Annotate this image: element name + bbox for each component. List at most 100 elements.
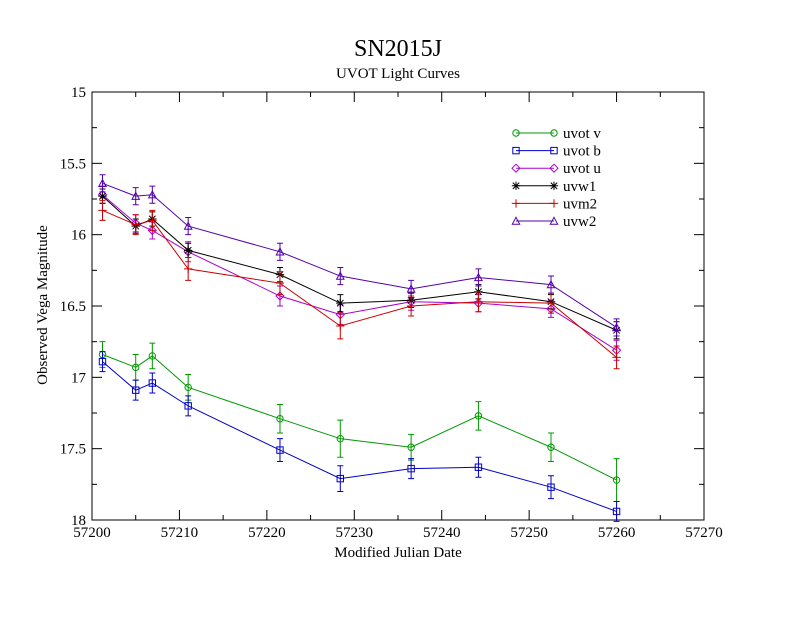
data-point bbox=[148, 352, 157, 360]
data-point bbox=[147, 189, 157, 199]
data-point bbox=[336, 434, 344, 443]
legend-marker bbox=[549, 181, 559, 190]
axes: 57200 57210 57220 57230 57240 57250 57260 57270… bbox=[60, 85, 723, 541]
error-bar bbox=[149, 185, 156, 204]
y-tick-label: 16.5 bbox=[60, 299, 86, 315]
data-point bbox=[612, 476, 621, 484]
legend-item-uvw2: uvw2 bbox=[511, 214, 596, 230]
legend-item-uvot-b: uvot b bbox=[512, 144, 601, 160]
legend-item-uvot-u: uvot u bbox=[511, 161, 601, 177]
series-line-uvm2 bbox=[102, 209, 617, 358]
data-point bbox=[336, 321, 345, 331]
x-axis-label: Modified Julian Date bbox=[334, 545, 462, 561]
x-tick-label: 57210 bbox=[161, 525, 199, 541]
error-bar bbox=[475, 456, 482, 478]
data-point bbox=[275, 278, 285, 288]
legend-marker bbox=[512, 146, 520, 155]
data-point bbox=[275, 247, 285, 256]
error-bar bbox=[149, 342, 156, 370]
y-tick-label: 18 bbox=[71, 513, 86, 529]
error-bar bbox=[475, 401, 482, 431]
legend-label: uvw2 bbox=[563, 214, 596, 230]
data-point bbox=[474, 412, 483, 420]
series-uvot-b bbox=[98, 351, 621, 522]
error-bar bbox=[613, 458, 620, 502]
y-tick-label: 17 bbox=[71, 370, 87, 386]
error-bar bbox=[132, 379, 139, 401]
chart-subtitle: UVOT Light Curves bbox=[336, 66, 460, 82]
error-bar bbox=[132, 354, 139, 381]
error-bar bbox=[548, 475, 554, 500]
legend-label: uvot b bbox=[563, 144, 601, 160]
legend-marker bbox=[550, 129, 558, 137]
error-bar bbox=[99, 174, 106, 193]
data-point bbox=[546, 279, 556, 289]
error-bar bbox=[548, 432, 554, 463]
data-point bbox=[131, 220, 140, 229]
error-bar bbox=[408, 458, 415, 480]
legend-label: uvot v bbox=[563, 126, 601, 142]
data-point bbox=[547, 443, 555, 451]
plot-frame bbox=[91, 91, 705, 521]
y-tick-label: 15 bbox=[71, 85, 86, 101]
data-point bbox=[132, 363, 140, 372]
data-point bbox=[148, 216, 157, 225]
data-point bbox=[97, 178, 108, 188]
data-point bbox=[132, 386, 140, 394]
legend-label: uvw1 bbox=[563, 179, 596, 195]
y-tick-label: 16 bbox=[71, 228, 87, 244]
data-point bbox=[183, 246, 193, 255]
legend-label: uvot u bbox=[563, 161, 601, 177]
error-bar bbox=[132, 187, 139, 206]
series-uvot-v bbox=[98, 341, 621, 502]
data-point bbox=[98, 357, 107, 366]
legend-marker bbox=[549, 163, 559, 173]
data-point bbox=[546, 298, 556, 308]
x-tick-label: 57220 bbox=[248, 525, 286, 541]
data-point bbox=[148, 379, 157, 387]
error-bar bbox=[276, 438, 283, 463]
legend-marker bbox=[549, 199, 559, 208]
plot-area bbox=[97, 174, 622, 522]
x-tick-label: 57230 bbox=[336, 525, 374, 541]
x-tick-label: 57240 bbox=[423, 525, 461, 541]
data-point bbox=[407, 464, 415, 473]
error-bar bbox=[548, 275, 554, 294]
y-tick-label: 17.5 bbox=[60, 442, 86, 458]
error-bar bbox=[99, 351, 106, 373]
error-bar bbox=[185, 217, 192, 236]
series-line-uvot-b bbox=[102, 361, 617, 512]
data-point bbox=[183, 221, 193, 230]
error-bar bbox=[337, 266, 344, 286]
data-point bbox=[612, 507, 621, 516]
error-bar bbox=[475, 268, 482, 287]
chart-title: SN2015J bbox=[354, 36, 442, 62]
data-point bbox=[335, 271, 345, 280]
series-uvw2 bbox=[97, 174, 622, 337]
legend-marker bbox=[550, 146, 558, 155]
error-bar bbox=[408, 279, 415, 298]
legend-marker bbox=[511, 163, 521, 173]
legend-label: uvm2 bbox=[563, 196, 597, 212]
error-bar bbox=[185, 395, 192, 417]
error-bar bbox=[613, 318, 620, 337]
legend-item-uvw1: uvw1 bbox=[511, 179, 596, 195]
legend-marker bbox=[512, 129, 520, 137]
data-point bbox=[147, 225, 158, 236]
data-point bbox=[474, 297, 483, 306]
legend-marker bbox=[511, 199, 521, 208]
legend-item-uvm2: uvm2 bbox=[511, 196, 597, 212]
data-point bbox=[336, 298, 345, 308]
data-point bbox=[131, 191, 141, 200]
error-bar bbox=[613, 500, 620, 522]
data-point bbox=[474, 463, 483, 471]
y-tick-label: 15.5 bbox=[60, 156, 86, 172]
series-line-uvot-u bbox=[102, 194, 617, 351]
data-point bbox=[407, 443, 415, 451]
data-point bbox=[406, 284, 416, 293]
error-bar bbox=[149, 372, 156, 394]
legend-box bbox=[509, 123, 612, 233]
series-line-uvw2 bbox=[102, 182, 617, 328]
data-point bbox=[276, 446, 284, 454]
